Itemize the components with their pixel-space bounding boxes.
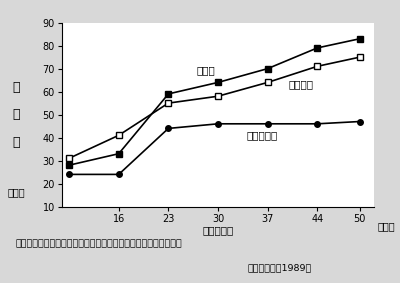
Text: （㎝）: （㎝） — [7, 187, 25, 198]
Text: 図７－１　巨峰における新梢の誘引角度が新梢伸長に及ぼす影響: 図７－１ 巨峰における新梢の誘引角度が新梢伸長に及ぼす影響 — [16, 239, 183, 248]
Text: １８０度区: １８０度区 — [246, 130, 278, 140]
Text: 新: 新 — [12, 136, 20, 149]
X-axis label: 処理後日数: 処理後日数 — [202, 225, 234, 235]
Text: （島根農試、1989）: （島根農試、1989） — [248, 263, 312, 272]
Text: 梢: 梢 — [12, 108, 20, 121]
Text: ０度区: ０度区 — [197, 66, 216, 76]
Text: （日）: （日） — [377, 221, 395, 231]
Text: 長: 長 — [12, 81, 20, 93]
Text: ９０度区: ９０度区 — [289, 79, 314, 89]
